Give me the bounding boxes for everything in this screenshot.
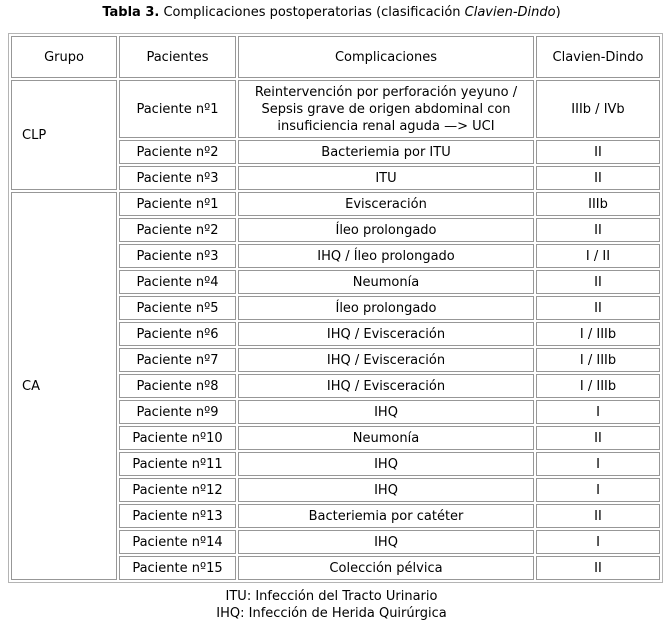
grade-cell: I / IIIb [536, 348, 660, 372]
table-row: Paciente nº3 ITU II [11, 166, 660, 190]
complication-cell: Colección pélvica [238, 556, 534, 580]
table-title-close: ) [555, 5, 561, 20]
column-header-complicaciones: Complicaciones [238, 36, 534, 78]
grade-cell: II [536, 166, 660, 190]
complication-cell: ITU [238, 166, 534, 190]
grade-cell: I / II [536, 244, 660, 268]
patient-cell: Paciente nº4 [119, 270, 236, 294]
grade-cell: II [536, 556, 660, 580]
table-row: Paciente nº8 IHQ / Evisceración I / IIIb [11, 374, 660, 398]
patient-cell: Paciente nº5 [119, 296, 236, 320]
grade-cell: I [536, 452, 660, 476]
grade-cell: I / IIIb [536, 322, 660, 346]
table-title: Tabla 3. Complicaciones postoperatorias … [0, 5, 663, 21]
complication-cell: Evisceración [238, 192, 534, 216]
table-row: Paciente nº13 Bacteriemia por catéter II [11, 504, 660, 528]
header-row: Grupo Pacientes Complicaciones Clavien-D… [11, 36, 660, 78]
grade-cell: II [536, 296, 660, 320]
group-cell-ca: CA [11, 192, 117, 580]
grade-cell: I / IIIb [536, 374, 660, 398]
complication-cell: IHQ / Evisceración [238, 322, 534, 346]
table-row: Paciente nº14 IHQ I [11, 530, 660, 554]
grade-cell: I [536, 400, 660, 424]
patient-cell: Paciente nº3 [119, 166, 236, 190]
complication-cell: IHQ [238, 478, 534, 502]
footnote-itu: ITU: Infección del Tracto Urinario [225, 589, 438, 604]
patient-cell: Paciente nº7 [119, 348, 236, 372]
complication-cell: Bacteriemia por ITU [238, 140, 534, 164]
complication-cell: Reintervención por perforación yeyuno / … [238, 80, 534, 138]
table-row: Paciente nº6 IHQ / Evisceración I / IIIb [11, 322, 660, 346]
patient-cell: Paciente nº10 [119, 426, 236, 450]
grade-cell: II [536, 270, 660, 294]
complication-cell: IHQ / Evisceración [238, 348, 534, 372]
table-title-number: Tabla 3. [102, 5, 160, 20]
complications-table: Grupo Pacientes Complicaciones Clavien-D… [8, 33, 663, 583]
column-header-grupo: Grupo [11, 36, 117, 78]
grade-cell: I [536, 530, 660, 554]
patient-cell: Paciente nº13 [119, 504, 236, 528]
table-row: Paciente nº7 IHQ / Evisceración I / IIIb [11, 348, 660, 372]
patient-cell: Paciente nº3 [119, 244, 236, 268]
table-row: Paciente nº9 IHQ I [11, 400, 660, 424]
grade-cell: II [536, 504, 660, 528]
footnote-ihq: IHQ: Infección de Herida Quirúrgica [216, 606, 447, 621]
table-title-text: Complicaciones postoperatorias (clasific… [159, 5, 465, 20]
table-row: Paciente nº15 Colección pélvica II [11, 556, 660, 580]
complication-cell: Neumonía [238, 426, 534, 450]
complication-cell: Íleo prolongado [238, 218, 534, 242]
table-footnotes: ITU: Infección del Tracto Urinario IHQ: … [0, 588, 663, 622]
table-row: Paciente nº12 IHQ I [11, 478, 660, 502]
patient-cell: Paciente nº8 [119, 374, 236, 398]
complication-cell: IHQ [238, 530, 534, 554]
table-row: Paciente nº4 Neumonía II [11, 270, 660, 294]
patient-cell: Paciente nº2 [119, 218, 236, 242]
grade-cell: I [536, 478, 660, 502]
table-row: Paciente nº10 Neumonía II [11, 426, 660, 450]
group-cell-clp: CLP [11, 80, 117, 190]
grade-cell: II [536, 218, 660, 242]
patient-cell: Paciente nº12 [119, 478, 236, 502]
complication-cell: IHQ [238, 400, 534, 424]
patient-cell: Paciente nº1 [119, 192, 236, 216]
complication-cell: Íleo prolongado [238, 296, 534, 320]
table-row: CLP Paciente nº1 Reintervención por perf… [11, 80, 660, 190]
complication-cell: IHQ / Evisceración [238, 374, 534, 398]
complication-cell: Bacteriemia por catéter [238, 504, 534, 528]
complication-cell: Neumonía [238, 270, 534, 294]
table-row: Paciente nº2 Íleo prolongado II [11, 218, 660, 242]
patient-cell: Paciente nº2 [119, 140, 236, 164]
table-row: CA Paciente nº1 Evisceración IIIb [11, 192, 660, 580]
table-row: Paciente nº3 IHQ / Íleo prolongado I / I… [11, 244, 660, 268]
column-header-pacientes: Pacientes [119, 36, 236, 78]
grade-cell: IIIb / IVb [536, 80, 660, 138]
patient-cell: Paciente nº1 [119, 80, 236, 138]
grade-cell: II [536, 140, 660, 164]
column-header-clavien-dindo: Clavien-Dindo [536, 36, 660, 78]
patient-cell: Paciente nº9 [119, 400, 236, 424]
table-row: Paciente nº11 IHQ I [11, 452, 660, 476]
patient-cell: Paciente nº14 [119, 530, 236, 554]
table-row: Paciente nº5 Íleo prolongado II [11, 296, 660, 320]
complication-cell: IHQ / Íleo prolongado [238, 244, 534, 268]
patient-cell: Paciente nº11 [119, 452, 236, 476]
grade-cell: IIIb [536, 192, 660, 216]
table-title-italic: Clavien-Dindo [464, 5, 556, 20]
complication-cell: IHQ [238, 452, 534, 476]
patient-cell: Paciente nº15 [119, 556, 236, 580]
grade-cell: II [536, 426, 660, 450]
table-row: Paciente nº2 Bacteriemia por ITU II [11, 140, 660, 164]
patient-cell: Paciente nº6 [119, 322, 236, 346]
